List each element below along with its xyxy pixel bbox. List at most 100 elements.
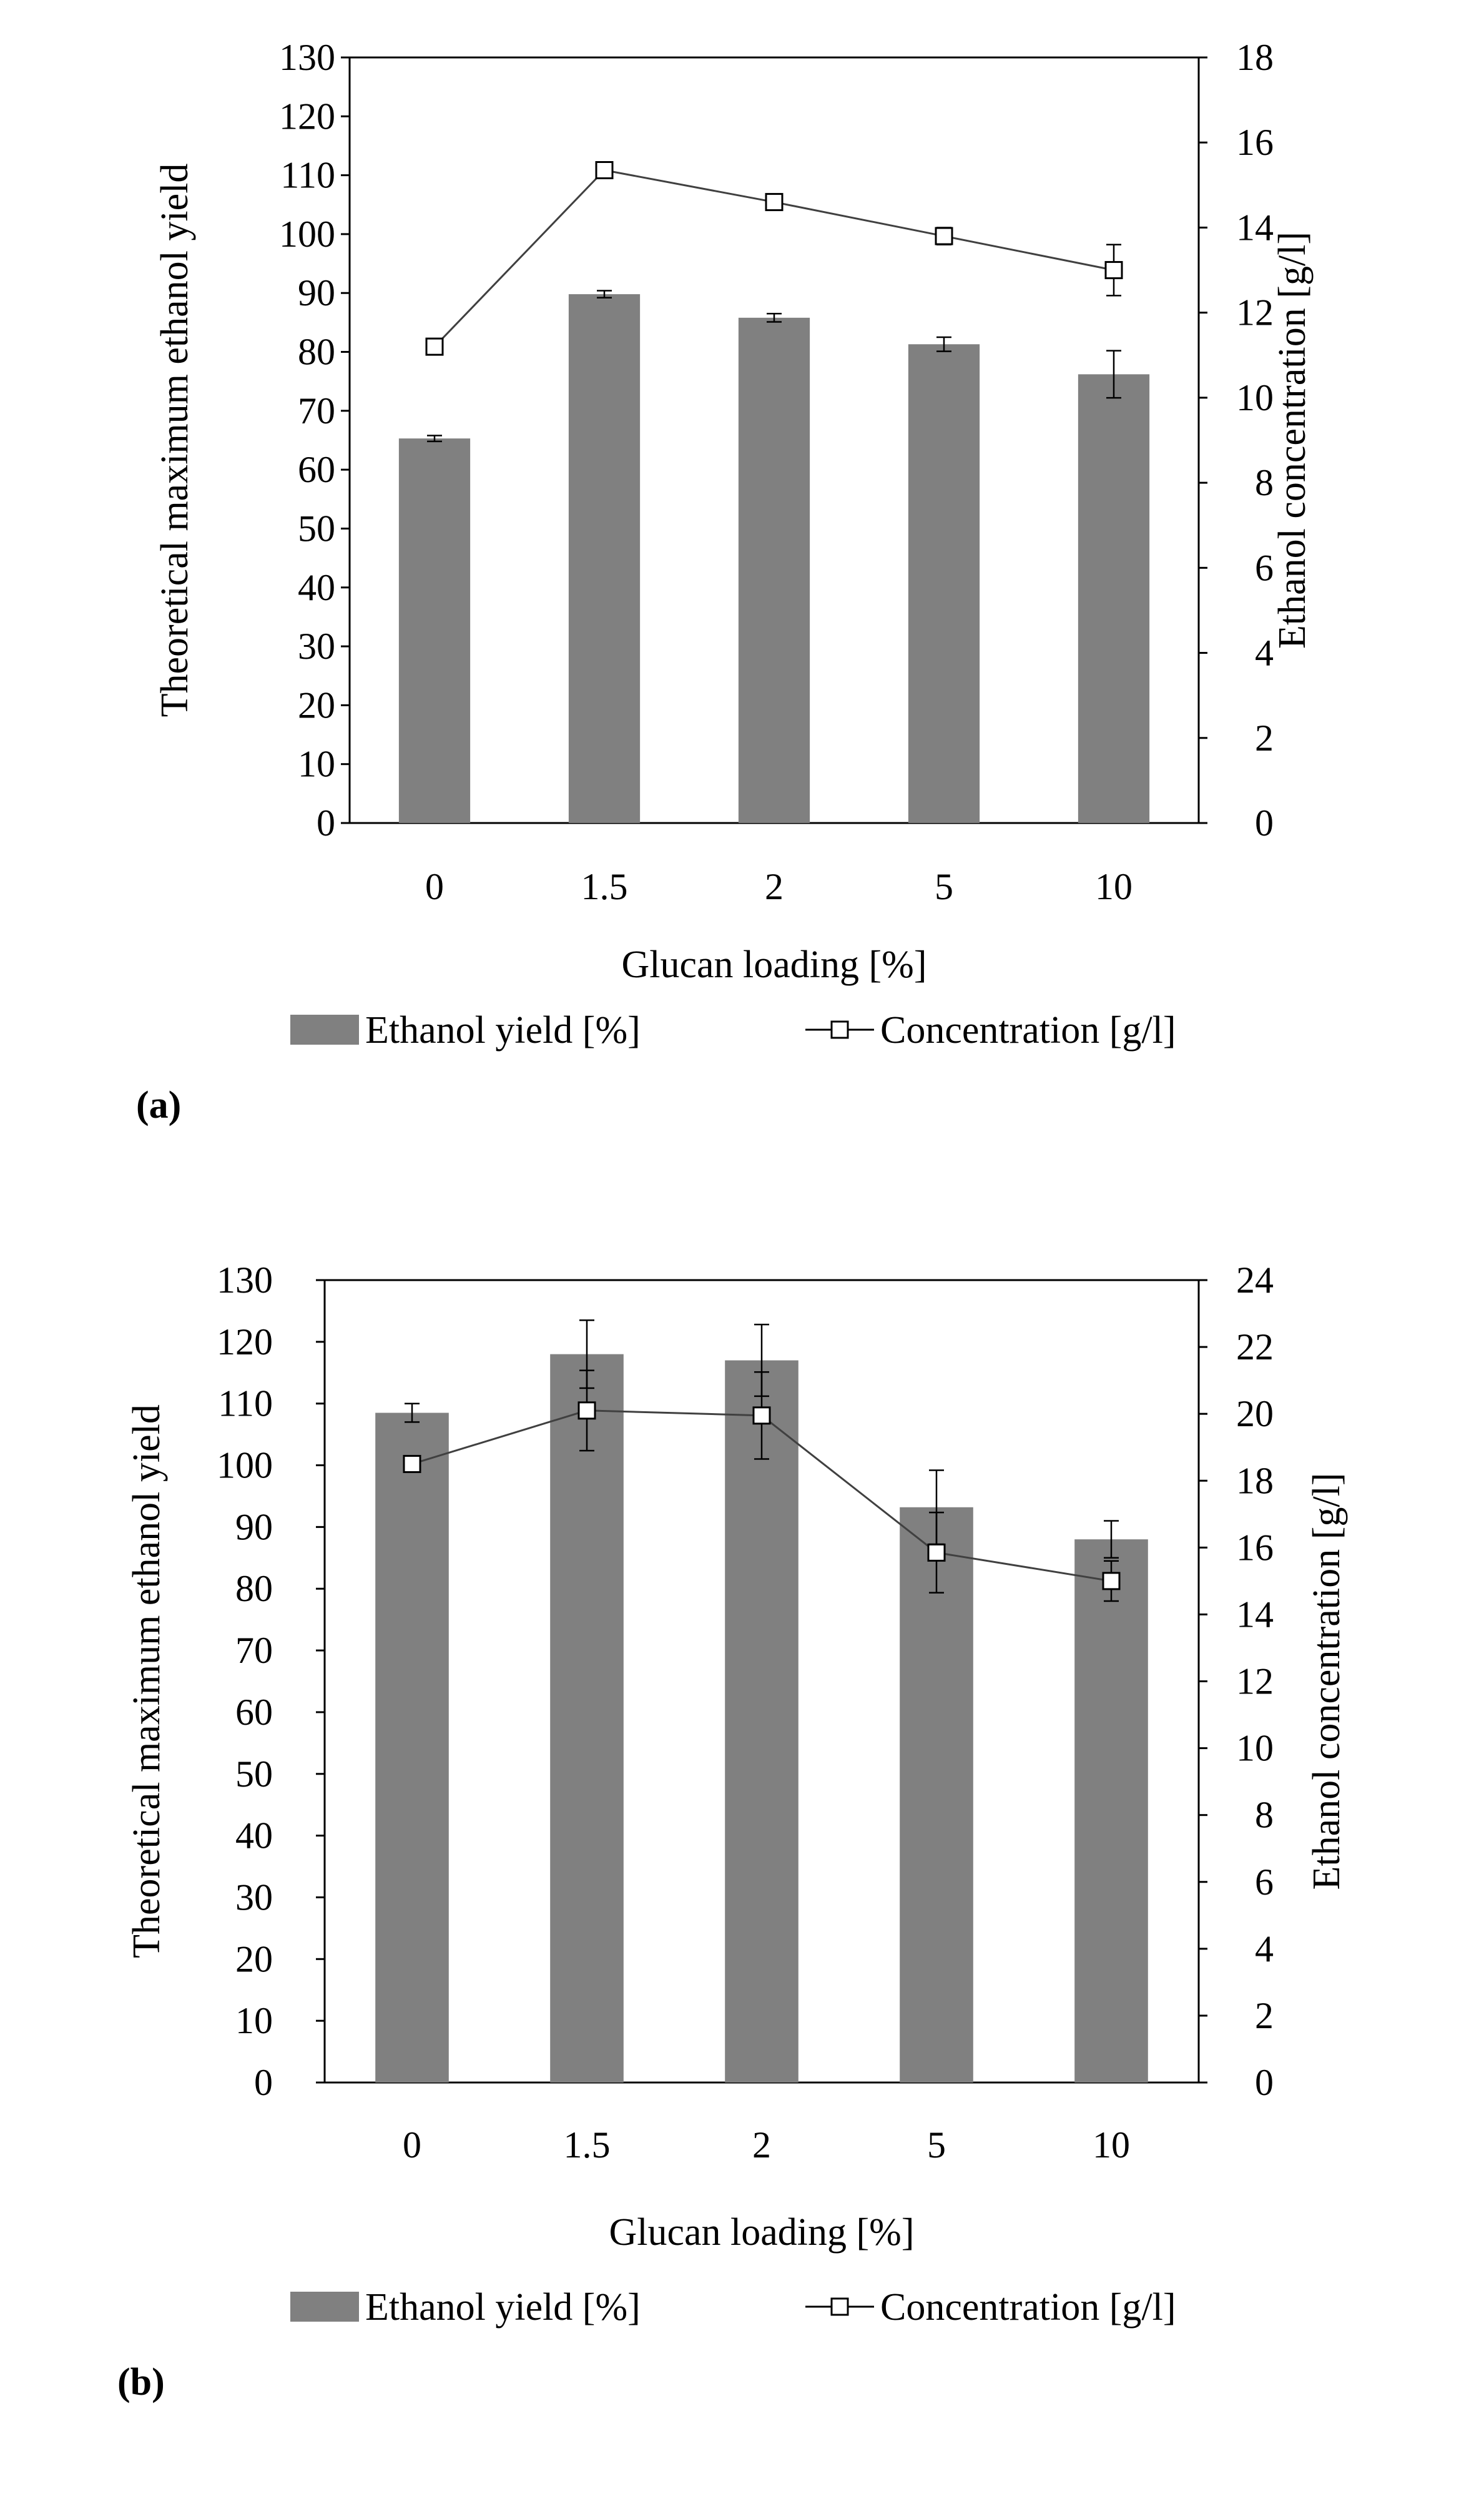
y-tick-label: 0 [254,2062,273,2103]
concentration-point-marker [403,1454,421,1473]
bar-ethanol-yield [725,1360,799,2083]
x-tick-label: 0 [403,2124,421,2166]
y2-tick-label: 2 [1255,1995,1274,2036]
y-tick-label: 10 [235,2000,273,2041]
legend-label-ethanol-yield: Ethanol yield [%] [365,2286,641,2329]
y2-tick-label: 8 [1255,1795,1274,1836]
y2-tick-label: 6 [1255,1861,1274,1903]
y2-tick-label: 12 [1236,1661,1274,1702]
y2-tick-label: 24 [1236,1259,1274,1301]
x-tick-label: 1.5 [564,2124,611,2166]
y2-tick-label: 22 [1236,1326,1274,1368]
chart-panel-a: 0102030405060708090100110120130024681012… [136,37,1314,1126]
concentration-point-marker [595,160,614,179]
y-tick-label: 20 [298,684,335,726]
bar-ethanol-yield [1074,1539,1148,2083]
x-tick-label: 10 [1095,866,1133,907]
concentration-point-marker [765,193,784,212]
y2-tick-label: 0 [1255,2062,1274,2103]
y2-tick-label: 4 [1255,633,1274,674]
legend-label-ethanol-yield: Ethanol yield [%] [365,1009,641,1052]
y2-axis-title: Ethanol concentration [g/l] [1271,232,1314,649]
x-tick-label: 5 [935,866,953,907]
bar-ethanol-yield [908,344,980,823]
bar-ethanol-yield [375,1412,449,2083]
y-tick-label: 10 [298,744,335,785]
x-tick-label: 2 [765,866,784,907]
y2-tick-label: 8 [1255,462,1274,503]
y2-axis-title: Ethanol concentration [g/l] [1305,1473,1348,1890]
y-tick-label: 30 [298,626,335,667]
bar-ethanol-yield [550,1354,624,2083]
x-tick-label: 10 [1093,2124,1130,2166]
y2-tick-label: 16 [1236,1527,1274,1568]
bar-ethanol-yield [568,294,641,823]
y-tick-label: 60 [235,1692,273,1733]
legend-swatch-bar [290,2292,359,2322]
y2-tick-label: 10 [1236,1728,1274,1769]
y2-tick-label: 2 [1255,717,1274,759]
y-tick-label: 90 [235,1506,273,1547]
y-tick-label: 60 [298,449,335,490]
bar-ethanol-yield [738,317,810,824]
y-axis-title: Theoretical maximum ethanol yield [125,1404,168,1958]
concentration-point-marker [1102,1572,1121,1590]
y2-tick-label: 4 [1255,1928,1274,1969]
y-tick-label: 80 [235,1568,273,1609]
y-tick-label: 130 [217,1259,273,1301]
y2-tick-label: 14 [1236,1594,1274,1635]
y-tick-label: 40 [235,1815,273,1856]
y-tick-label: 110 [218,1383,273,1424]
bar-ethanol-yield [1078,374,1150,823]
y-tick-label: 30 [235,1876,273,1918]
y-tick-label: 70 [235,1630,273,1671]
y2-tick-label: 12 [1236,292,1274,333]
x-axis-title: Glucan loading [%] [622,944,927,986]
y2-tick-label: 20 [1236,1393,1274,1434]
y-axis-title: Theoretical maximum ethanol yield [154,164,196,717]
y-tick-label: 120 [279,96,335,137]
y-tick-label: 110 [280,155,335,196]
legend-swatch-bar [290,1015,359,1045]
panel-label: (a) [136,1084,181,1126]
legend-label-concentration: Concentration [g/l] [880,1009,1176,1052]
panel-label: (b) [117,2361,165,2403]
y2-tick-label: 18 [1236,37,1274,78]
x-tick-label: 1.5 [581,866,628,907]
y-tick-label: 0 [317,802,335,844]
y-tick-label: 100 [279,214,335,255]
concentration-point-marker [577,1401,596,1420]
y2-tick-label: 18 [1236,1460,1274,1501]
chart-panel-b: 0102030405060708090100110120130024681012… [117,1259,1348,2403]
y-tick-label: 70 [298,390,335,431]
concentration-point-marker [425,337,444,356]
y2-tick-label: 10 [1236,377,1274,418]
y-tick-label: 50 [298,508,335,549]
bar-ethanol-yield [398,438,471,823]
y-tick-label: 90 [298,272,335,313]
x-tick-label: 2 [752,2124,771,2166]
y-tick-label: 120 [217,1321,273,1363]
y-tick-label: 40 [298,567,335,608]
y2-tick-label: 16 [1236,122,1274,163]
y-tick-label: 50 [235,1753,273,1795]
concentration-point-marker [927,1543,946,1562]
bar-ethanol-yield [900,1507,973,2083]
y2-tick-label: 0 [1255,802,1274,844]
concentration-point-marker [752,1406,771,1425]
legend-label-concentration: Concentration [g/l] [880,2286,1176,2329]
concentration-point-marker [1104,261,1123,280]
y2-tick-label: 14 [1236,207,1274,248]
x-axis-title: Glucan loading [%] [609,2211,915,2254]
concentration-point-marker [935,227,953,245]
y-tick-label: 130 [279,37,335,78]
x-tick-label: 0 [425,866,444,907]
y-tick-label: 20 [235,1938,273,1979]
legend-swatch-marker [830,2297,849,2316]
y-tick-label: 80 [298,332,335,373]
y-tick-label: 100 [217,1445,273,1486]
legend-swatch-marker [830,1020,849,1039]
y2-tick-label: 6 [1255,547,1274,588]
x-tick-label: 5 [927,2124,946,2166]
